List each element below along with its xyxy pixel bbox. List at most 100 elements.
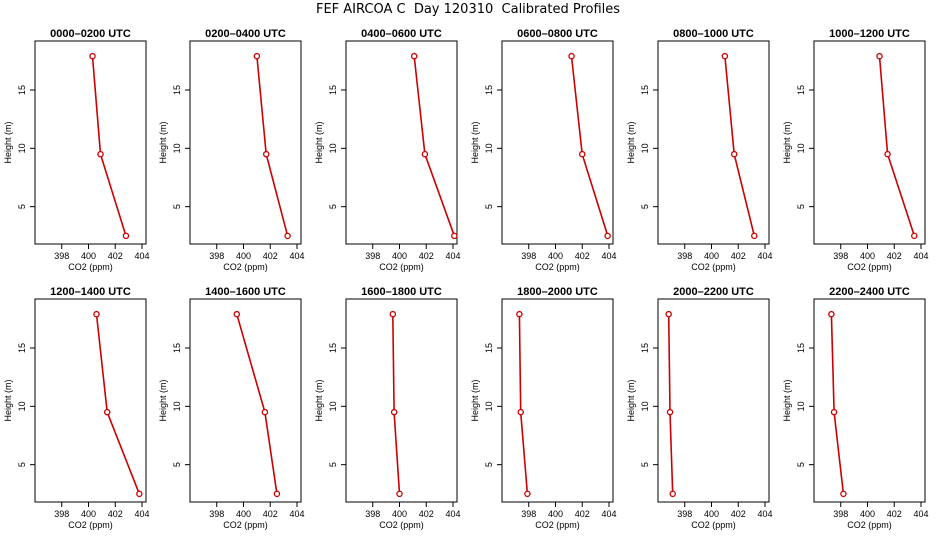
y-tick-label: 5 [796, 462, 806, 467]
data-point [884, 150, 891, 158]
x-tick-label: 400 [704, 509, 719, 519]
data-point [666, 408, 674, 416]
y-tick-label: 10 [796, 401, 806, 411]
y-tick-label: 5 [328, 462, 338, 467]
y-tick-label: 5 [640, 462, 650, 467]
panel-1: 0000–0200 UTC 398 400 402 404 CO2 (ppm) 5 10 15 H… [3, 28, 150, 272]
y-tick-label: 15 [484, 85, 494, 95]
y-tick-label: 15 [484, 343, 494, 353]
panel-title: 2000–2200 UTC [673, 286, 754, 298]
plot-frame [345, 40, 458, 245]
panel-title: 2200–2400 UTC [829, 286, 910, 298]
y-tick-label: 15 [172, 343, 182, 353]
y-tick-label: 10 [172, 401, 182, 411]
data-point [253, 52, 261, 60]
y-tick-label: 10 [484, 143, 494, 153]
data-point [524, 490, 531, 498]
panel-9: 1600–1800 UTC 398 400 402 404 CO2 (ppm) 5 10 15 H… [314, 286, 461, 530]
x-tick-label: 400 [548, 251, 563, 261]
x-axis-label: CO2 (ppm) [691, 262, 736, 272]
x-tick-label: 400 [860, 509, 875, 519]
x-tick-label: 398 [209, 251, 224, 261]
x-tick-label: 402 [887, 251, 902, 261]
panel-title: 0800–1000 UTC [673, 28, 754, 40]
x-tick-label: 402 [731, 251, 746, 261]
data-point [830, 408, 838, 416]
x-tick-label: 402 [419, 509, 434, 519]
y-axis-label: Height (m) [3, 379, 13, 421]
profile-line [413, 56, 456, 237]
x-tick-label: 400 [392, 251, 407, 261]
panel-6: 1000–1200 UTC 398 400 402 404 CO2 (ppm) 5 10 15 H… [782, 28, 929, 272]
x-tick-label: 402 [108, 251, 123, 261]
y-axis-label: Height (m) [626, 121, 636, 163]
y-tick-label: 15 [640, 85, 650, 95]
data-point [97, 150, 104, 158]
x-tick-label: 404 [601, 251, 616, 261]
panel-title: 1000–1200 UTC [829, 28, 910, 40]
data-point [840, 490, 847, 498]
panel-4: 0600–0800 UTC 398 400 402 404 CO2 (ppm) 5 10 15 H… [470, 28, 617, 272]
x-tick-label: 402 [419, 251, 434, 261]
y-tick-label: 15 [796, 85, 806, 95]
data-point [136, 490, 143, 498]
y-axis-label: Height (m) [782, 121, 792, 163]
data-point [273, 490, 281, 498]
x-axis-label: CO2 (ppm) [847, 520, 892, 530]
data-point [389, 310, 397, 318]
x-tick-label: 404 [601, 509, 616, 519]
profile-line [392, 314, 401, 494]
data-point [517, 408, 524, 416]
x-tick-label: 402 [263, 509, 278, 519]
panel-title: 1600–1800 UTC [361, 286, 442, 298]
y-tick-label: 15 [172, 85, 182, 95]
x-tick-label: 404 [913, 509, 928, 519]
profile-line [256, 56, 289, 237]
panel-title: 0600–0800 UTC [517, 28, 598, 40]
x-tick-label: 400 [81, 251, 96, 261]
panel-8: 1400–1600 UTC 398 400 402 404 CO2 (ppm) 5 10 15 H… [158, 286, 305, 530]
y-tick-label: 15 [17, 85, 27, 95]
data-point [410, 52, 418, 60]
y-axis-label: Height (m) [3, 121, 13, 163]
panel-11: 2000–2200 UTC 398 400 402 404 CO2 (ppm) 5 10 15 H… [626, 286, 773, 530]
data-point [396, 490, 403, 498]
data-point [421, 150, 429, 158]
profile-line [91, 56, 127, 237]
x-tick-label: 398 [677, 509, 692, 519]
x-tick-label: 404 [289, 509, 304, 519]
plot-frame [34, 298, 147, 503]
x-tick-label: 398 [365, 509, 380, 519]
plot-frame [813, 298, 926, 503]
y-tick-label: 10 [796, 143, 806, 153]
panel-5: 0800–1000 UTC 398 400 402 404 CO2 (ppm) 5 10 15 H… [626, 28, 773, 272]
x-tick-label: 398 [521, 509, 536, 519]
panel-10: 1800–2000 UTC 398 400 402 404 CO2 (ppm) 5 10 15 H… [470, 286, 617, 530]
y-tick-label: 10 [17, 143, 27, 153]
x-tick-label: 404 [134, 509, 149, 519]
profile-line [95, 314, 141, 495]
x-tick-label: 404 [445, 509, 460, 519]
x-tick-label: 402 [575, 251, 590, 261]
data-point [284, 232, 291, 240]
x-axis-label: CO2 (ppm) [223, 520, 268, 530]
data-point [669, 490, 676, 498]
x-tick-label: 400 [548, 509, 563, 519]
y-tick-label: 5 [17, 462, 27, 467]
data-point [233, 310, 241, 318]
x-tick-label: 398 [521, 251, 536, 261]
panel-title: 1800–2000 UTC [517, 286, 598, 298]
y-tick-label: 5 [484, 462, 494, 467]
y-axis-label: Height (m) [158, 379, 168, 421]
y-tick-label: 10 [328, 401, 338, 411]
x-axis-label: CO2 (ppm) [535, 520, 580, 530]
data-point [261, 408, 269, 416]
x-tick-label: 400 [704, 251, 719, 261]
data-point [516, 310, 523, 318]
panel-title: 1200–1400 UTC [50, 286, 131, 298]
y-axis-label: Height (m) [158, 121, 168, 163]
plot-frame [34, 40, 147, 245]
x-axis-label: CO2 (ppm) [379, 520, 424, 530]
y-axis-label: Height (m) [314, 379, 324, 421]
